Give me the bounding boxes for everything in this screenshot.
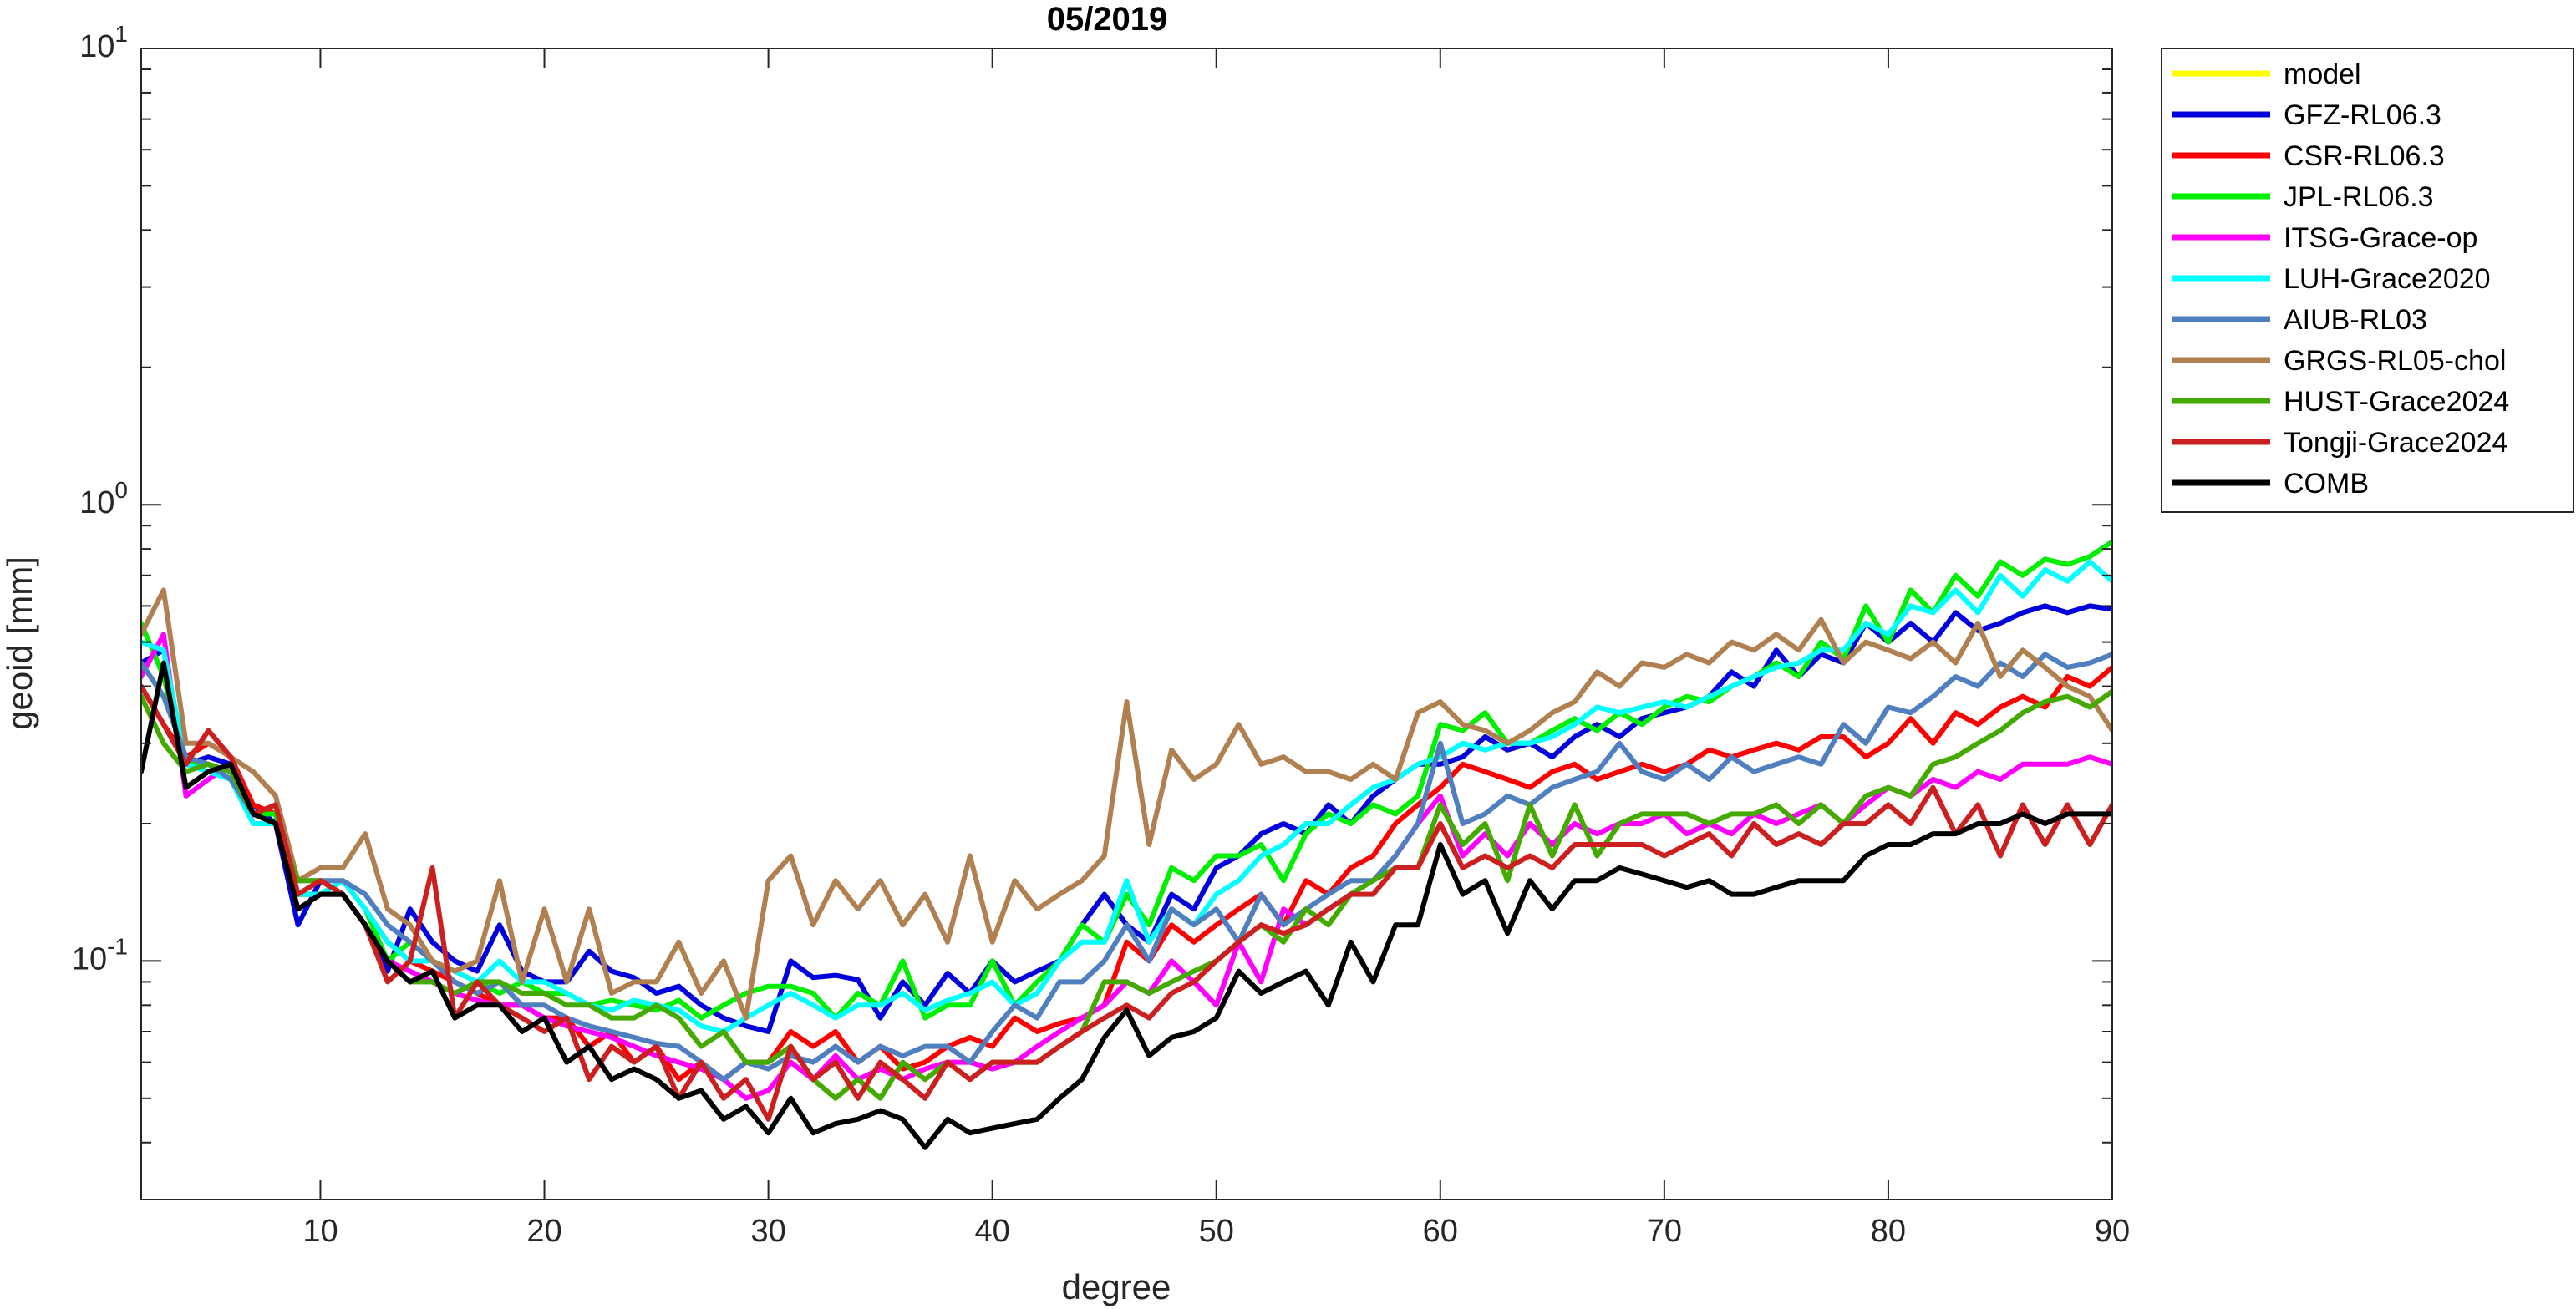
x-tick-label: 80 [1871, 1214, 1906, 1249]
plot-area [141, 539, 2112, 1150]
x-tick-label: 60 [1423, 1214, 1458, 1249]
legend-label-model: model [2284, 58, 2361, 90]
series-line-tongji-grace2024 [141, 683, 2112, 1122]
series-line-comb [141, 660, 2112, 1150]
legend-label-gfz-rl06-3: GFZ-RL06.3 [2284, 99, 2441, 131]
legend-label-tongji-grace2024: Tongji-Grace2024 [2284, 427, 2507, 459]
series-line-luh-grace2020 [141, 559, 2112, 1034]
legend-label-luh-grace2020: LUH-Grace2020 [2284, 263, 2491, 295]
axes-box [140, 48, 2113, 1200]
y-tick-label: 10-1 [72, 933, 128, 977]
legend-label-comb: COMB [2284, 468, 2369, 500]
axes: 10 20 30 40 50 60 70 80 90 10-1 100 101 [72, 21, 2130, 1249]
legend-label-jpl-rl06-3: JPL-RL06.3 [2284, 181, 2434, 213]
series-line-hust-grace2024 [141, 688, 2112, 1101]
legend-label-hust-grace2024: HUST-Grace2024 [2284, 386, 2509, 418]
y-axis-label: geoid [mm] [0, 556, 39, 730]
legend-label-csr-rl06-3: CSR-RL06.3 [2284, 140, 2445, 172]
x-axis-label: degree [1062, 1267, 1171, 1306]
legend-label-grgs-rl05-chol: GRGS-RL05-chol [2284, 345, 2506, 377]
series-line-grgs-rl05-chol [141, 587, 2112, 1021]
chart-title: 05/2019 [1047, 1, 1168, 38]
x-tick-label: 70 [1647, 1214, 1682, 1249]
x-tick-label: 90 [2095, 1214, 2130, 1249]
x-tick-label: 30 [750, 1214, 785, 1249]
y-tick-label: 100 [79, 477, 128, 520]
x-tick-label: 40 [975, 1214, 1010, 1249]
legend-label-itsg-grace-op: ITSG-Grace-op [2284, 222, 2477, 254]
x-tick-label: 20 [526, 1214, 561, 1249]
legend-label-aiub-rl03: AIUB-RL03 [2284, 304, 2427, 336]
legend: model GFZ-RL06.3 CSR-RL06.3 JPL-RL06.3 ITSG-… [2161, 48, 2574, 513]
x-tick-label: 50 [1199, 1214, 1234, 1249]
y-tick-label: 101 [79, 21, 128, 64]
x-tick-label: 10 [302, 1214, 338, 1249]
